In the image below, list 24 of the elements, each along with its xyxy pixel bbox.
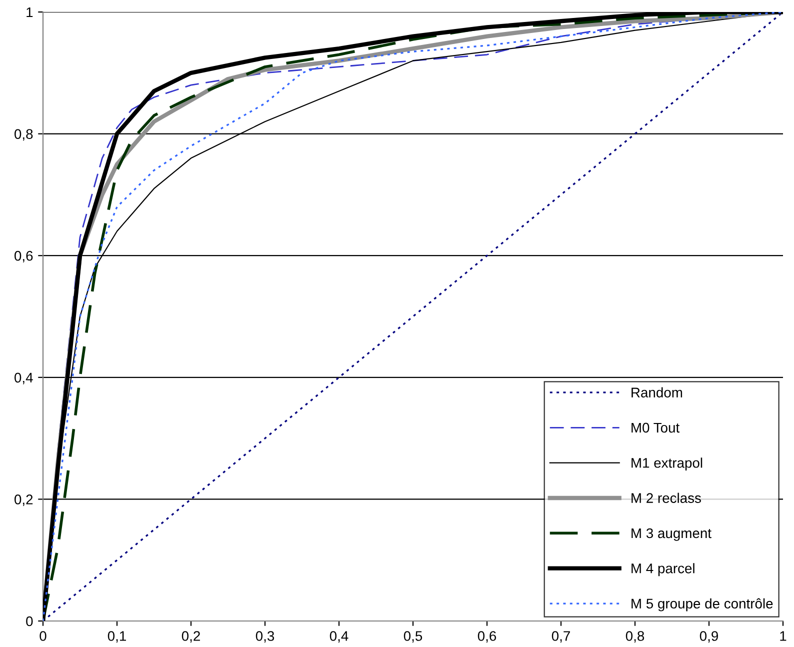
x-tick-label: 0,9 [700, 631, 718, 643]
legend-label: M 2 reclass [632, 492, 701, 503]
legend-label: Random [632, 387, 682, 398]
x-tick-label: 0,2 [182, 631, 200, 643]
x-tick-label: 0,6 [478, 631, 496, 643]
x-tick-label: 0,8 [626, 631, 644, 643]
legend-label: M0 Tout [632, 422, 680, 433]
y-tick-label: 0,2 [14, 494, 33, 506]
x-tick-label: 0,5 [404, 631, 422, 643]
legend-label: M 3 augment [632, 528, 712, 541]
y-tick-label: 0,4 [14, 372, 33, 384]
legend-label: M 5 groupe de contrôle [632, 598, 773, 612]
y-tick-label: 0 [26, 616, 33, 626]
y-tick-label: 0,8 [14, 129, 33, 141]
x-tick-label: 0,7 [552, 631, 570, 643]
x-tick-label: 0,4 [330, 631, 348, 643]
x-tick-label: 0,1 [108, 631, 126, 643]
y-tick-label: 0,6 [14, 250, 33, 262]
y-tick-label: 1 [26, 7, 33, 18]
legend-label: M 4 parcel [632, 563, 694, 576]
legend-label: M1 extrapol [632, 458, 702, 471]
x-tick-label: 1 [780, 631, 786, 641]
x-tick-label: 0 [40, 631, 46, 641]
x-tick-label: 0,3 [256, 631, 274, 643]
